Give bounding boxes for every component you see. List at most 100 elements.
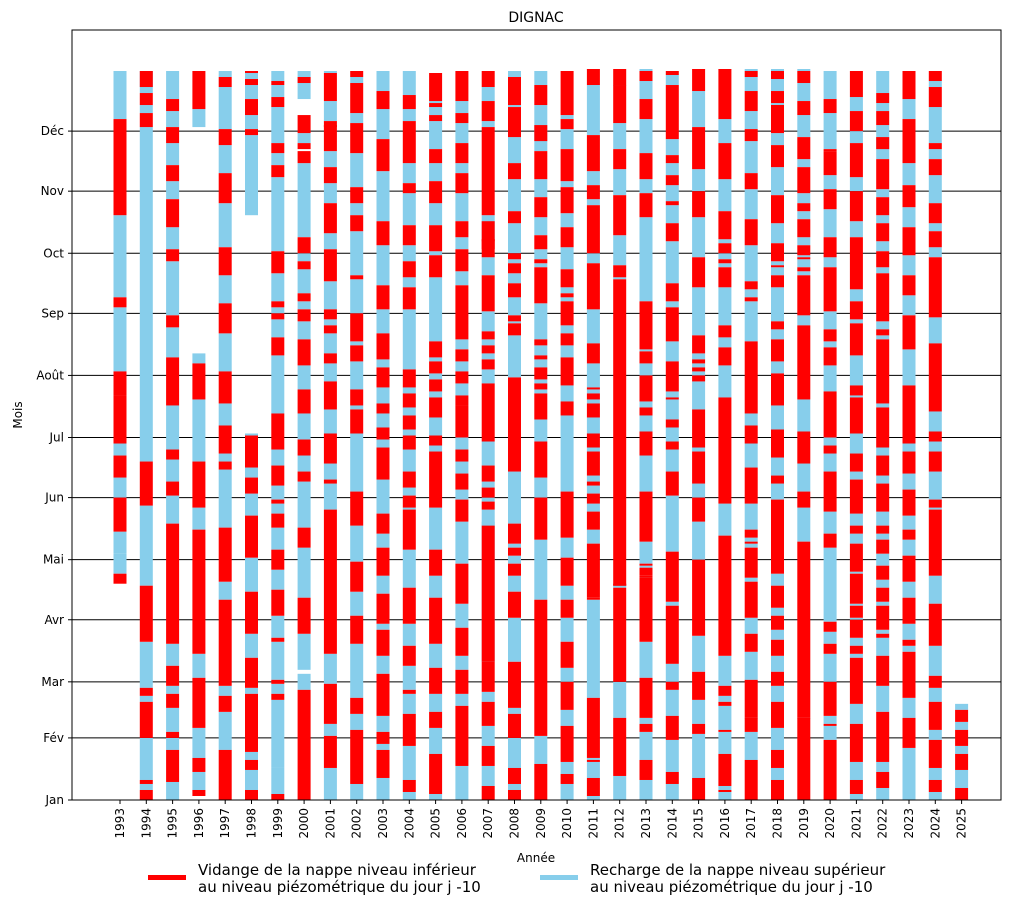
vidange-segment (876, 339, 890, 404)
vidange-segment (429, 397, 443, 418)
recharge-segment (508, 297, 521, 316)
recharge-segment (166, 685, 180, 694)
recharge-segment (192, 653, 206, 678)
recharge-segment (534, 539, 548, 600)
recharge-segment (508, 321, 521, 324)
recharge-segment (323, 183, 337, 204)
vidange-segment (823, 329, 837, 342)
recharge-segment (902, 539, 916, 556)
recharge-segment (928, 317, 942, 344)
vidange-segment (376, 403, 390, 414)
vidange-segment (376, 547, 390, 576)
vidange-segment (192, 529, 206, 654)
recharge-segment (271, 449, 285, 466)
recharge-segment (744, 617, 758, 634)
vidange-segment (692, 359, 706, 364)
recharge-segment (113, 307, 127, 372)
recharge-segment (534, 263, 548, 268)
recharge-segment (508, 335, 521, 378)
recharge-segment (586, 761, 600, 778)
recharge-segment (797, 193, 811, 204)
recharge-segment (639, 641, 653, 678)
x-tick-label: 2013 (639, 808, 653, 839)
vidange-segment (797, 219, 811, 238)
vidange-segment (218, 129, 232, 146)
vidange-segment (455, 499, 469, 522)
vidange-segment (955, 729, 969, 746)
recharge-segment (639, 717, 653, 724)
bar-2015 (692, 69, 706, 800)
vidange-segment (744, 547, 758, 578)
vidange-segment (429, 711, 443, 728)
x-tick-label: 2004 (402, 808, 416, 839)
recharge-segment (166, 737, 180, 750)
recharge-segment (508, 707, 521, 714)
bar-1999 (271, 71, 285, 800)
recharge-segment (402, 193, 416, 226)
recharge-segment (113, 553, 127, 574)
recharge-segment (560, 325, 574, 334)
recharge-segment (429, 251, 443, 256)
recharge-segment (613, 585, 627, 587)
vidange-segment (744, 529, 758, 538)
vidange-segment (508, 323, 521, 336)
recharge-segment (771, 573, 784, 586)
vidange-segment (876, 771, 890, 788)
recharge-segment (455, 693, 469, 706)
vidange-segment (297, 339, 311, 366)
recharge-segment (560, 345, 574, 358)
recharge-segment (876, 685, 890, 712)
vidange-segment (639, 575, 653, 578)
y-tick-label: Jul (49, 431, 64, 445)
vidange-segment (297, 237, 311, 254)
vidange-segment (192, 71, 206, 110)
recharge-segment (849, 703, 863, 724)
recharge-segment (639, 779, 653, 800)
vidange-segment (166, 665, 180, 686)
vidange-segment (402, 495, 416, 508)
vidange-segment (560, 293, 574, 298)
vidange-segment (481, 785, 495, 800)
recharge-segment (508, 543, 521, 548)
recharge-segment (849, 793, 863, 800)
x-tick-label: 2005 (429, 808, 443, 839)
recharge-segment (639, 541, 653, 564)
x-tick-label: 2008 (508, 808, 522, 839)
vidange-segment (665, 419, 679, 428)
recharge-segment (665, 341, 679, 362)
recharge-segment (297, 253, 311, 262)
recharge-segment (692, 699, 706, 724)
vidange-segment (508, 523, 521, 544)
x-tick-label: 2003 (376, 808, 390, 839)
recharge-segment (771, 287, 784, 322)
vidange-segment (771, 105, 784, 110)
vidange-segment (297, 309, 311, 322)
recharge-segment (902, 623, 916, 640)
recharge-segment (876, 511, 890, 526)
recharge-segment (744, 69, 758, 72)
vidange-segment (665, 307, 679, 342)
recharge-segment (323, 233, 337, 250)
recharge-segment (665, 75, 679, 86)
vidange-segment (429, 667, 443, 694)
vidange-segment (928, 159, 942, 176)
vidange-segment (534, 259, 548, 264)
x-tick-label: 2019 (797, 808, 811, 839)
vidange-segment (534, 197, 548, 218)
vidange-segment (297, 293, 311, 302)
vidange-segment (639, 193, 653, 218)
x-tick-label: 2011 (586, 808, 600, 839)
recharge-segment (166, 459, 180, 482)
recharge-segment (639, 401, 653, 408)
vidange-segment (481, 383, 495, 442)
recharge-segment (560, 213, 574, 228)
recharge-segment (534, 105, 548, 126)
recharge-segment (902, 349, 916, 386)
x-tick-label: 2012 (613, 808, 627, 839)
recharge-segment (849, 637, 863, 646)
vidange-segment (692, 497, 706, 522)
x-tick-label: 2025 (955, 808, 969, 839)
vidange-segment (639, 301, 653, 350)
recharge-segment (744, 289, 758, 298)
recharge-segment (402, 791, 416, 800)
